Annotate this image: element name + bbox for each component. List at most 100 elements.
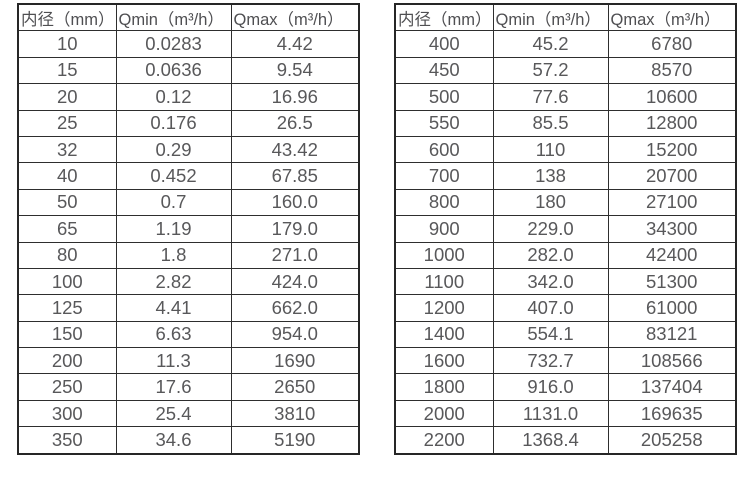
table-row: 250 17.6 2650 bbox=[17, 373, 360, 401]
table-cell: 100 bbox=[17, 267, 117, 296]
table-cell: 150 bbox=[17, 320, 117, 349]
table-cell: 200 bbox=[17, 347, 117, 375]
table-header-row: 内径（mm） Qmin（m³/h） Qmax（m³/h） bbox=[17, 3, 360, 32]
table-cell: 77.6 bbox=[492, 83, 609, 111]
table-cell: 554.1 bbox=[492, 320, 609, 349]
table-cell: 51300 bbox=[607, 267, 737, 296]
table-cell: 205258 bbox=[607, 426, 737, 455]
table-cell: 4.41 bbox=[115, 294, 232, 322]
table-cell: 1.19 bbox=[115, 215, 232, 243]
table-cell: 169635 bbox=[607, 399, 737, 428]
table-row: 2200 1368.4 205258 bbox=[394, 426, 737, 455]
table-row: 800 180 27100 bbox=[394, 188, 737, 217]
table-cell: 407.0 bbox=[492, 294, 609, 322]
table-cell: 954.0 bbox=[230, 320, 360, 349]
table-cell: 0.7 bbox=[115, 188, 232, 217]
table-cell: 3810 bbox=[230, 399, 360, 428]
table-cell: 0.0283 bbox=[115, 30, 232, 58]
table-cell: 1200 bbox=[394, 294, 494, 322]
table-row: 150 6.63 954.0 bbox=[17, 320, 360, 349]
table-cell: 900 bbox=[394, 215, 494, 243]
header-qmax: Qmax（m³/h） bbox=[230, 3, 360, 32]
table-cell: 42400 bbox=[607, 241, 737, 269]
table-cell: 15200 bbox=[607, 135, 737, 164]
table-row: 1000 282.0 42400 bbox=[394, 241, 737, 269]
table-row: 32 0.29 43.42 bbox=[17, 135, 360, 164]
table-cell: 662.0 bbox=[230, 294, 360, 322]
table-cell: 0.12 bbox=[115, 83, 232, 111]
table-row: 80 1.8 271.0 bbox=[17, 241, 360, 269]
table-cell: 65 bbox=[17, 215, 117, 243]
table-cell: 108566 bbox=[607, 347, 737, 375]
table-cell: 10 bbox=[17, 30, 117, 58]
table-cell: 732.7 bbox=[492, 347, 609, 375]
table-cell: 180 bbox=[492, 188, 609, 217]
header-qmin: Qmin（m³/h） bbox=[115, 3, 232, 32]
table-cell: 34.6 bbox=[115, 426, 232, 455]
table-cell: 1000 bbox=[394, 241, 494, 269]
table-row: 200 11.3 1690 bbox=[17, 347, 360, 375]
header-qmin: Qmin（m³/h） bbox=[492, 3, 609, 32]
flow-rate-table-left: 内径（mm） Qmin（m³/h） Qmax（m³/h） 10 0.0283 4.4… bbox=[17, 3, 360, 455]
table-row: 40 0.452 67.85 bbox=[17, 162, 360, 190]
table-cell: 67.85 bbox=[230, 162, 360, 190]
table-cell: 40 bbox=[17, 162, 117, 190]
table-cell: 400 bbox=[394, 30, 494, 58]
table-cell: 250 bbox=[17, 373, 117, 401]
table-cell: 800 bbox=[394, 188, 494, 217]
table-cell: 8570 bbox=[607, 56, 737, 85]
table-row: 450 57.2 8570 bbox=[394, 56, 737, 85]
table-cell: 1600 bbox=[394, 347, 494, 375]
table-cell: 83121 bbox=[607, 320, 737, 349]
table-cell: 1131.0 bbox=[492, 399, 609, 428]
table-cell: 2200 bbox=[394, 426, 494, 455]
table-cell: 125 bbox=[17, 294, 117, 322]
table-row: 25 0.176 26.5 bbox=[17, 109, 360, 137]
table-header-row: 内径（mm） Qmin（m³/h） Qmax（m³/h） bbox=[394, 3, 737, 32]
table-cell: 160.0 bbox=[230, 188, 360, 217]
table-cell: 45.2 bbox=[492, 30, 609, 58]
table-cell: 2650 bbox=[230, 373, 360, 401]
table-cell: 16.96 bbox=[230, 83, 360, 111]
table-cell: 10600 bbox=[607, 83, 737, 111]
table-row: 15 0.0636 9.54 bbox=[17, 56, 360, 85]
table-cell: 110 bbox=[492, 135, 609, 164]
table-row: 1100 342.0 51300 bbox=[394, 267, 737, 296]
table-row: 100 2.82 424.0 bbox=[17, 267, 360, 296]
table-row: 900 229.0 34300 bbox=[394, 215, 737, 243]
table-cell: 1368.4 bbox=[492, 426, 609, 455]
table-cell: 11.3 bbox=[115, 347, 232, 375]
table-cell: 27100 bbox=[607, 188, 737, 217]
table-row: 500 77.6 10600 bbox=[394, 83, 737, 111]
table-cell: 1400 bbox=[394, 320, 494, 349]
table-row: 1800 916.0 137404 bbox=[394, 373, 737, 401]
table-cell: 500 bbox=[394, 83, 494, 111]
table-cell: 57.2 bbox=[492, 56, 609, 85]
table-cell: 0.176 bbox=[115, 109, 232, 137]
table-row: 1600 732.7 108566 bbox=[394, 347, 737, 375]
table-cell: 600 bbox=[394, 135, 494, 164]
table-row: 700 138 20700 bbox=[394, 162, 737, 190]
table-cell: 6780 bbox=[607, 30, 737, 58]
table-cell: 424.0 bbox=[230, 267, 360, 296]
table-row: 2000 1131.0 169635 bbox=[394, 399, 737, 428]
table-cell: 1690 bbox=[230, 347, 360, 375]
table-cell: 4.42 bbox=[230, 30, 360, 58]
flow-rate-tables: 内径（mm） Qmin（m³/h） Qmax（m³/h） 10 0.0283 4.4… bbox=[17, 3, 737, 455]
table-cell: 6.63 bbox=[115, 320, 232, 349]
table-cell: 17.6 bbox=[115, 373, 232, 401]
table-cell: 12800 bbox=[607, 109, 737, 137]
table-cell: 15 bbox=[17, 56, 117, 85]
header-inner-diameter: 内径（mm） bbox=[394, 3, 494, 32]
table-cell: 9.54 bbox=[230, 56, 360, 85]
table-body-left: 10 0.0283 4.42 15 0.0636 9.54 20 0.12 16.96 25 0.1… bbox=[17, 30, 360, 455]
table-row: 20 0.12 16.96 bbox=[17, 83, 360, 111]
table-cell: 137404 bbox=[607, 373, 737, 401]
header-qmax: Qmax（m³/h） bbox=[607, 3, 737, 32]
table-row: 400 45.2 6780 bbox=[394, 30, 737, 58]
table-cell: 20 bbox=[17, 83, 117, 111]
table-cell: 179.0 bbox=[230, 215, 360, 243]
table-cell: 80 bbox=[17, 241, 117, 269]
table-row: 350 34.6 5190 bbox=[17, 426, 360, 455]
table-cell: 350 bbox=[17, 426, 117, 455]
